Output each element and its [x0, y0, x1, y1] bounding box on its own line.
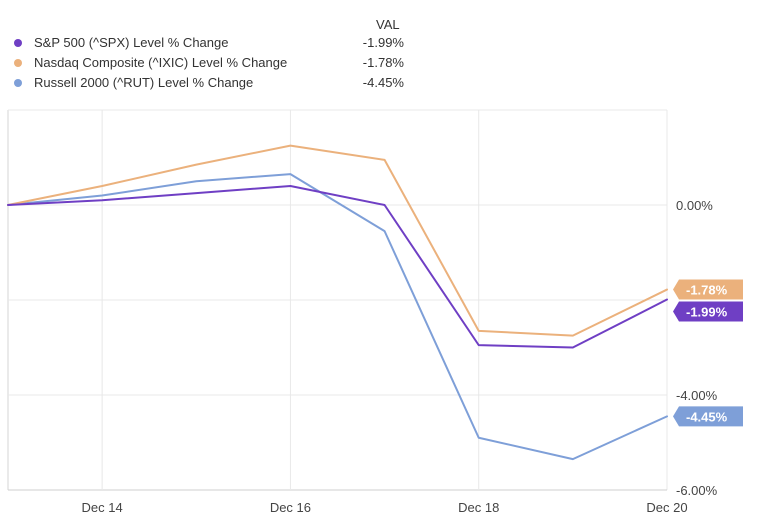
legend-series-name: Russell 2000 (^RUT) Level % Change — [34, 75, 254, 90]
x-tick-label: Dec 18 — [458, 500, 499, 515]
legend-series-value: -1.99% — [362, 35, 404, 50]
end-value-tag — [673, 279, 743, 300]
y-tick-label: -4.00% — [676, 388, 718, 403]
x-tick-label: Dec 16 — [270, 500, 311, 515]
end-value-label: -1.78% — [686, 283, 728, 298]
legend-dot-icon — [14, 39, 22, 47]
end-value-label: -4.45% — [686, 409, 728, 424]
legend-item-spx[interactable]: S&P 500 (^SPX) Level % Change -1.99% — [14, 34, 414, 54]
series-line — [7, 144, 668, 337]
legend-dot-icon — [14, 59, 22, 67]
series-line — [7, 185, 668, 349]
legend-value-header: VAL — [376, 17, 400, 32]
legend-series-value: -4.45% — [362, 75, 404, 90]
x-tick-label: Dec 14 — [82, 500, 123, 515]
series-line — [7, 173, 668, 461]
legend-series-name: Nasdaq Composite (^IXIC) Level % Change — [34, 55, 288, 70]
end-value-label: -1.99% — [686, 305, 728, 320]
y-tick-label: 0.00% — [676, 198, 713, 213]
x-tick-label: Dec 20 — [646, 500, 687, 515]
legend-series-name: S&P 500 (^SPX) Level % Change — [34, 35, 229, 50]
legend-series-value: -1.78% — [362, 55, 404, 70]
legend-item-rut[interactable]: Russell 2000 (^RUT) Level % Change -4.45… — [14, 74, 414, 94]
end-value-tag — [673, 406, 743, 427]
legend-dot-icon — [14, 79, 22, 87]
y-tick-label: -6.00% — [676, 483, 718, 498]
legend-item-ixic[interactable]: Nasdaq Composite (^IXIC) Level % Change … — [14, 54, 414, 74]
end-value-tag — [673, 301, 743, 322]
